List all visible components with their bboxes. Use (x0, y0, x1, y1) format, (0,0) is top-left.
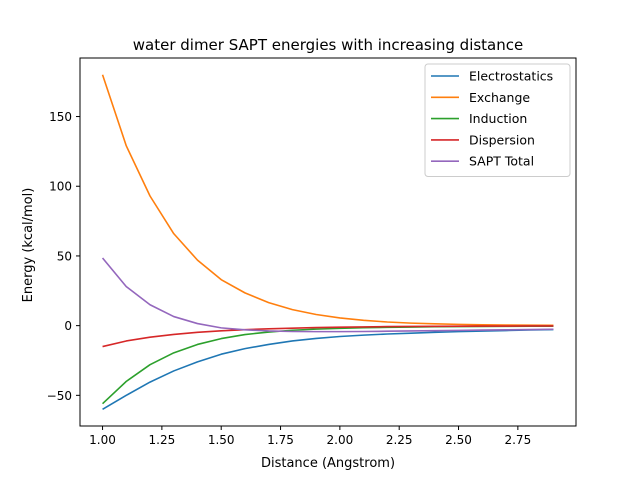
y-tick-label: 50 (57, 249, 72, 263)
x-tick-label: 2.75 (504, 433, 531, 447)
x-tick-label: 2.00 (327, 433, 354, 447)
series-line-dispersion (102, 325, 554, 348)
axes-frame (79, 57, 577, 427)
x-axis-label: Distance (Angstrom) (261, 456, 395, 471)
x-axis-ticks: 1.00 1.25 1.50 1.75 2.00 2.25 2.50 2.75 (89, 426, 531, 447)
x-tick-label: 2.25 (386, 433, 413, 447)
x-tick-label: 1.00 (89, 433, 116, 447)
chart-title: water dimer SAPT energies with increasin… (133, 36, 523, 54)
series-line-sapt-total (101, 257, 554, 333)
x-tick-label: 1.75 (267, 433, 294, 447)
legend-label: SAPT Total (469, 154, 534, 169)
y-axis-ticks: −50 0 50 100 150 (47, 110, 80, 403)
y-axis-label: Energy (kcal/mol) (21, 188, 36, 303)
legend-label: Induction (469, 111, 527, 126)
x-tick-label: 2.50 (445, 433, 472, 447)
series-line-exchange (101, 74, 554, 327)
y-tick-label: 100 (49, 180, 72, 194)
plot-area: 1.00 1.25 1.50 1.75 2.00 2.25 2.50 2.75 −50 0 50 1… (47, 57, 577, 447)
legend: Electrostatics Exchange Induction Dispersio… (424, 63, 571, 177)
legend-label: Exchange (469, 90, 530, 105)
x-tick-label: 1.50 (208, 433, 235, 447)
legend-label: Electrostatics (469, 69, 553, 84)
y-tick-label: −50 (47, 389, 72, 403)
y-tick-label: 0 (64, 319, 72, 333)
x-tick-label: 1.25 (149, 433, 176, 447)
legend-label: Dispersion (469, 132, 535, 147)
series-line-electrostatics (102, 328, 554, 410)
legend-box (424, 63, 571, 177)
y-tick-label: 150 (49, 110, 72, 124)
series-lines (101, 74, 554, 410)
